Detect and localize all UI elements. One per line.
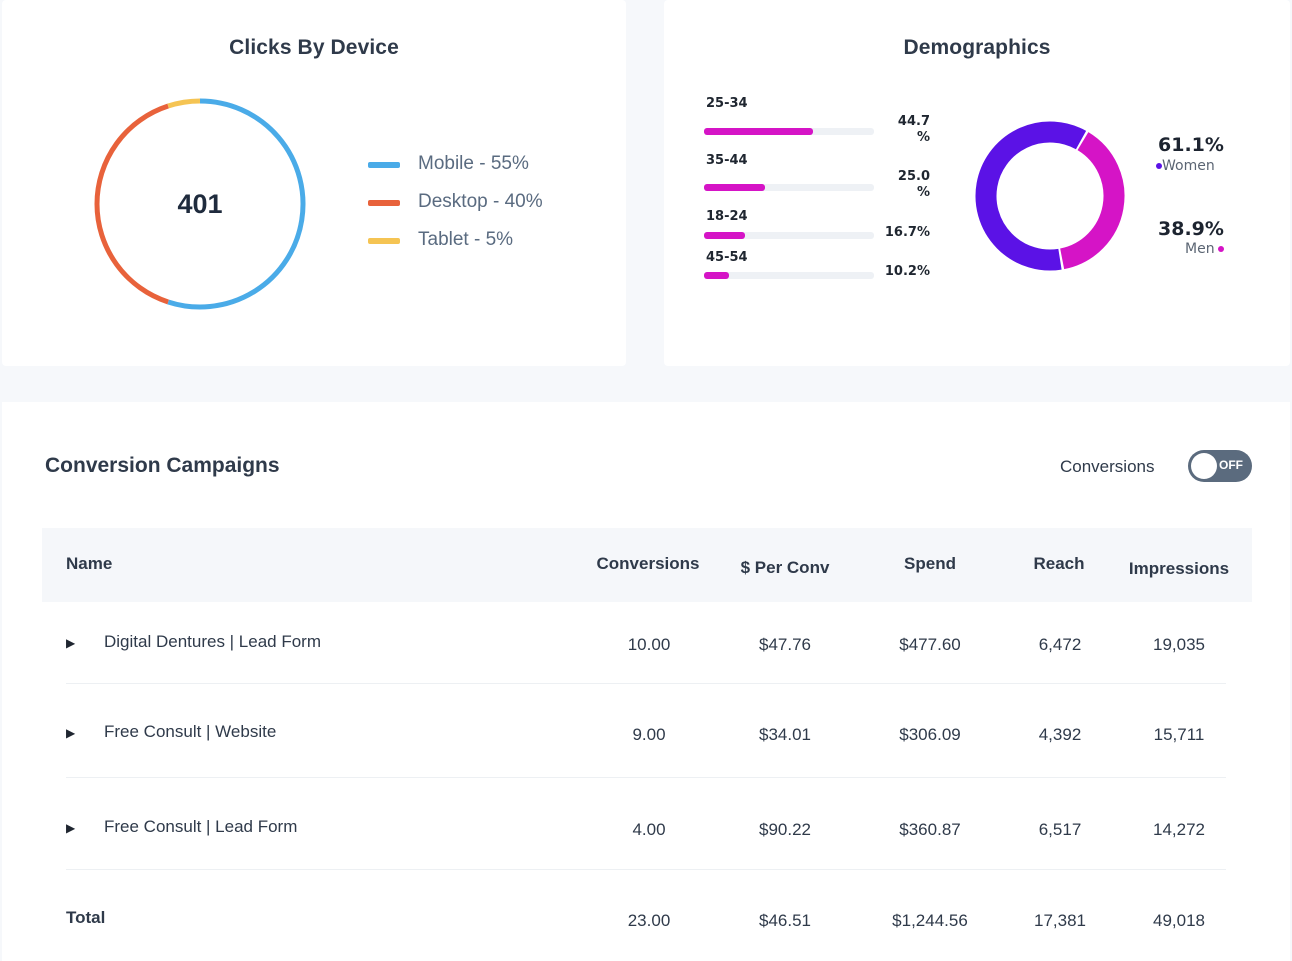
age-label: 18-24 bbox=[706, 209, 748, 224]
cell-impressions: 14,272 bbox=[1153, 820, 1205, 839]
cell-spend: $360.87 bbox=[899, 820, 961, 839]
cell-per-conv: $47.76 bbox=[759, 635, 811, 654]
legend-item-tablet: Tablet - 5% bbox=[368, 228, 608, 254]
age-bar-track bbox=[704, 128, 874, 135]
clicks-by-device-card: Clicks By Device 401 Mobile - 55% Deskto… bbox=[2, 0, 626, 366]
age-value: 25.0 % bbox=[892, 169, 930, 201]
cell-reach: 6,517 bbox=[1038, 820, 1082, 839]
legend-label-tablet: Tablet - 5% bbox=[418, 229, 514, 250]
campaign-name: Free Consult | Website bbox=[104, 722, 277, 741]
cell-impressions: 15,711 bbox=[1153, 725, 1205, 744]
demographics-title: Demographics bbox=[903, 36, 1051, 59]
age-row-45-54: 45-54 10.2% bbox=[704, 250, 930, 290]
campaigns-title: Conversion Campaigns bbox=[45, 454, 280, 477]
legend-swatch-mobile bbox=[368, 162, 400, 168]
column-header-conversions[interactable]: Conversions bbox=[596, 554, 700, 573]
conversions-toggle[interactable]: OFF bbox=[1188, 450, 1252, 482]
cell-reach: 6,472 bbox=[1038, 635, 1082, 654]
column-header-per-conv[interactable]: $ Per Conv bbox=[740, 558, 830, 577]
column-header-name[interactable]: Name bbox=[66, 554, 113, 573]
men-percent: 38.9% bbox=[1158, 218, 1224, 240]
toggle-knob bbox=[1191, 453, 1217, 479]
demographics-card: Demographics 25-34 44.7 % 35-44 25.0 % 1… bbox=[664, 0, 1290, 366]
total-reach: 17,381 bbox=[1034, 911, 1086, 930]
age-value-number: 44.7 bbox=[897, 114, 930, 129]
campaign-name: Digital Dentures | Lead Form bbox=[104, 632, 322, 651]
legend-swatch-desktop bbox=[368, 200, 400, 206]
men-dot bbox=[1217, 246, 1224, 252]
gender-slice-men bbox=[1059, 132, 1125, 270]
row-divider bbox=[66, 777, 1226, 778]
column-header-reach[interactable]: Reach bbox=[1033, 554, 1085, 573]
age-bar-fill bbox=[704, 184, 765, 191]
device-total: 401 bbox=[177, 189, 222, 219]
age-label: 45-54 bbox=[706, 250, 748, 265]
men-label-text: Men bbox=[1185, 241, 1215, 257]
age-label: 25-34 bbox=[706, 96, 748, 111]
expand-row-icon[interactable]: ▶ bbox=[66, 726, 76, 740]
clicks-by-device-title: Clicks By Device bbox=[229, 36, 399, 59]
column-header-impressions[interactable]: Impressions bbox=[1128, 559, 1230, 578]
age-bar-track bbox=[704, 184, 874, 191]
total-per-conv: $46.51 bbox=[759, 911, 811, 930]
cell-conversions: 10.00 bbox=[627, 635, 671, 654]
men-label: Men bbox=[1185, 241, 1224, 257]
cell-reach: 4,392 bbox=[1038, 725, 1082, 744]
gender-donut-chart bbox=[975, 121, 1125, 271]
age-value-number: 25.0 bbox=[897, 169, 930, 184]
age-value-unit: % bbox=[916, 130, 930, 145]
legend-item-mobile: Mobile - 55% bbox=[368, 152, 608, 178]
age-value: 16.7% bbox=[884, 225, 930, 240]
device-slice-desktop bbox=[94, 103, 169, 305]
table-header: Name Conversions $ Per Conv Spend Reach … bbox=[42, 528, 1252, 602]
conversion-campaigns-card: Conversion Campaigns Conversions OFF Nam… bbox=[2, 402, 1290, 961]
row-divider bbox=[66, 683, 1226, 684]
legend-swatch-tablet bbox=[368, 238, 400, 244]
cell-spend: $306.09 bbox=[899, 725, 961, 744]
age-bar-fill bbox=[704, 272, 729, 279]
age-value: 10.2% bbox=[884, 264, 930, 279]
women-label-text: Women bbox=[1162, 158, 1215, 174]
device-donut-chart: 401 bbox=[94, 98, 306, 310]
device-slice-tablet bbox=[167, 98, 201, 109]
women-label: Women bbox=[1156, 158, 1215, 174]
cell-spend: $477.60 bbox=[899, 635, 961, 654]
age-bar-track bbox=[704, 232, 874, 239]
conversions-toggle-label: Conversions bbox=[1060, 457, 1155, 476]
age-row-35-44: 35-44 25.0 % bbox=[704, 153, 930, 200]
total-impressions: 49,018 bbox=[1153, 911, 1205, 930]
age-bar-fill bbox=[704, 128, 813, 135]
cell-conversions: 9.00 bbox=[632, 725, 666, 744]
total-spend: $1,244.56 bbox=[892, 911, 968, 930]
age-row-18-24: 18-24 16.7% bbox=[704, 209, 930, 249]
age-row-25-34: 25-34 44.7 % bbox=[704, 96, 930, 145]
legend-label-desktop: Desktop - 40% bbox=[418, 191, 543, 212]
gender-slice-women bbox=[975, 121, 1087, 271]
age-bar-fill bbox=[704, 232, 745, 239]
toggle-state: OFF bbox=[1219, 458, 1243, 472]
cell-impressions: 19,035 bbox=[1153, 635, 1205, 654]
expand-row-icon[interactable]: ▶ bbox=[66, 821, 76, 835]
column-header-spend[interactable]: Spend bbox=[904, 554, 956, 573]
total-conversions: 23.00 bbox=[627, 911, 671, 930]
legend-label-mobile: Mobile - 55% bbox=[418, 153, 529, 174]
cell-per-conv: $90.22 bbox=[759, 820, 811, 839]
cell-conversions: 4.00 bbox=[632, 820, 666, 839]
age-value-unit: % bbox=[916, 185, 930, 200]
device-slice-mobile bbox=[167, 98, 306, 310]
total-label: Total bbox=[66, 908, 106, 927]
cell-per-conv: $34.01 bbox=[759, 725, 811, 744]
row-divider bbox=[66, 869, 1226, 870]
campaign-name: Free Consult | Lead Form bbox=[104, 817, 298, 836]
expand-row-icon[interactable]: ▶ bbox=[66, 636, 76, 650]
age-label: 35-44 bbox=[706, 153, 748, 168]
women-dot bbox=[1156, 163, 1162, 169]
legend-item-desktop: Desktop - 40% bbox=[368, 190, 608, 216]
age-bar-track bbox=[704, 272, 874, 279]
age-value: 44.7 % bbox=[892, 114, 930, 146]
women-percent: 61.1% bbox=[1158, 134, 1224, 156]
